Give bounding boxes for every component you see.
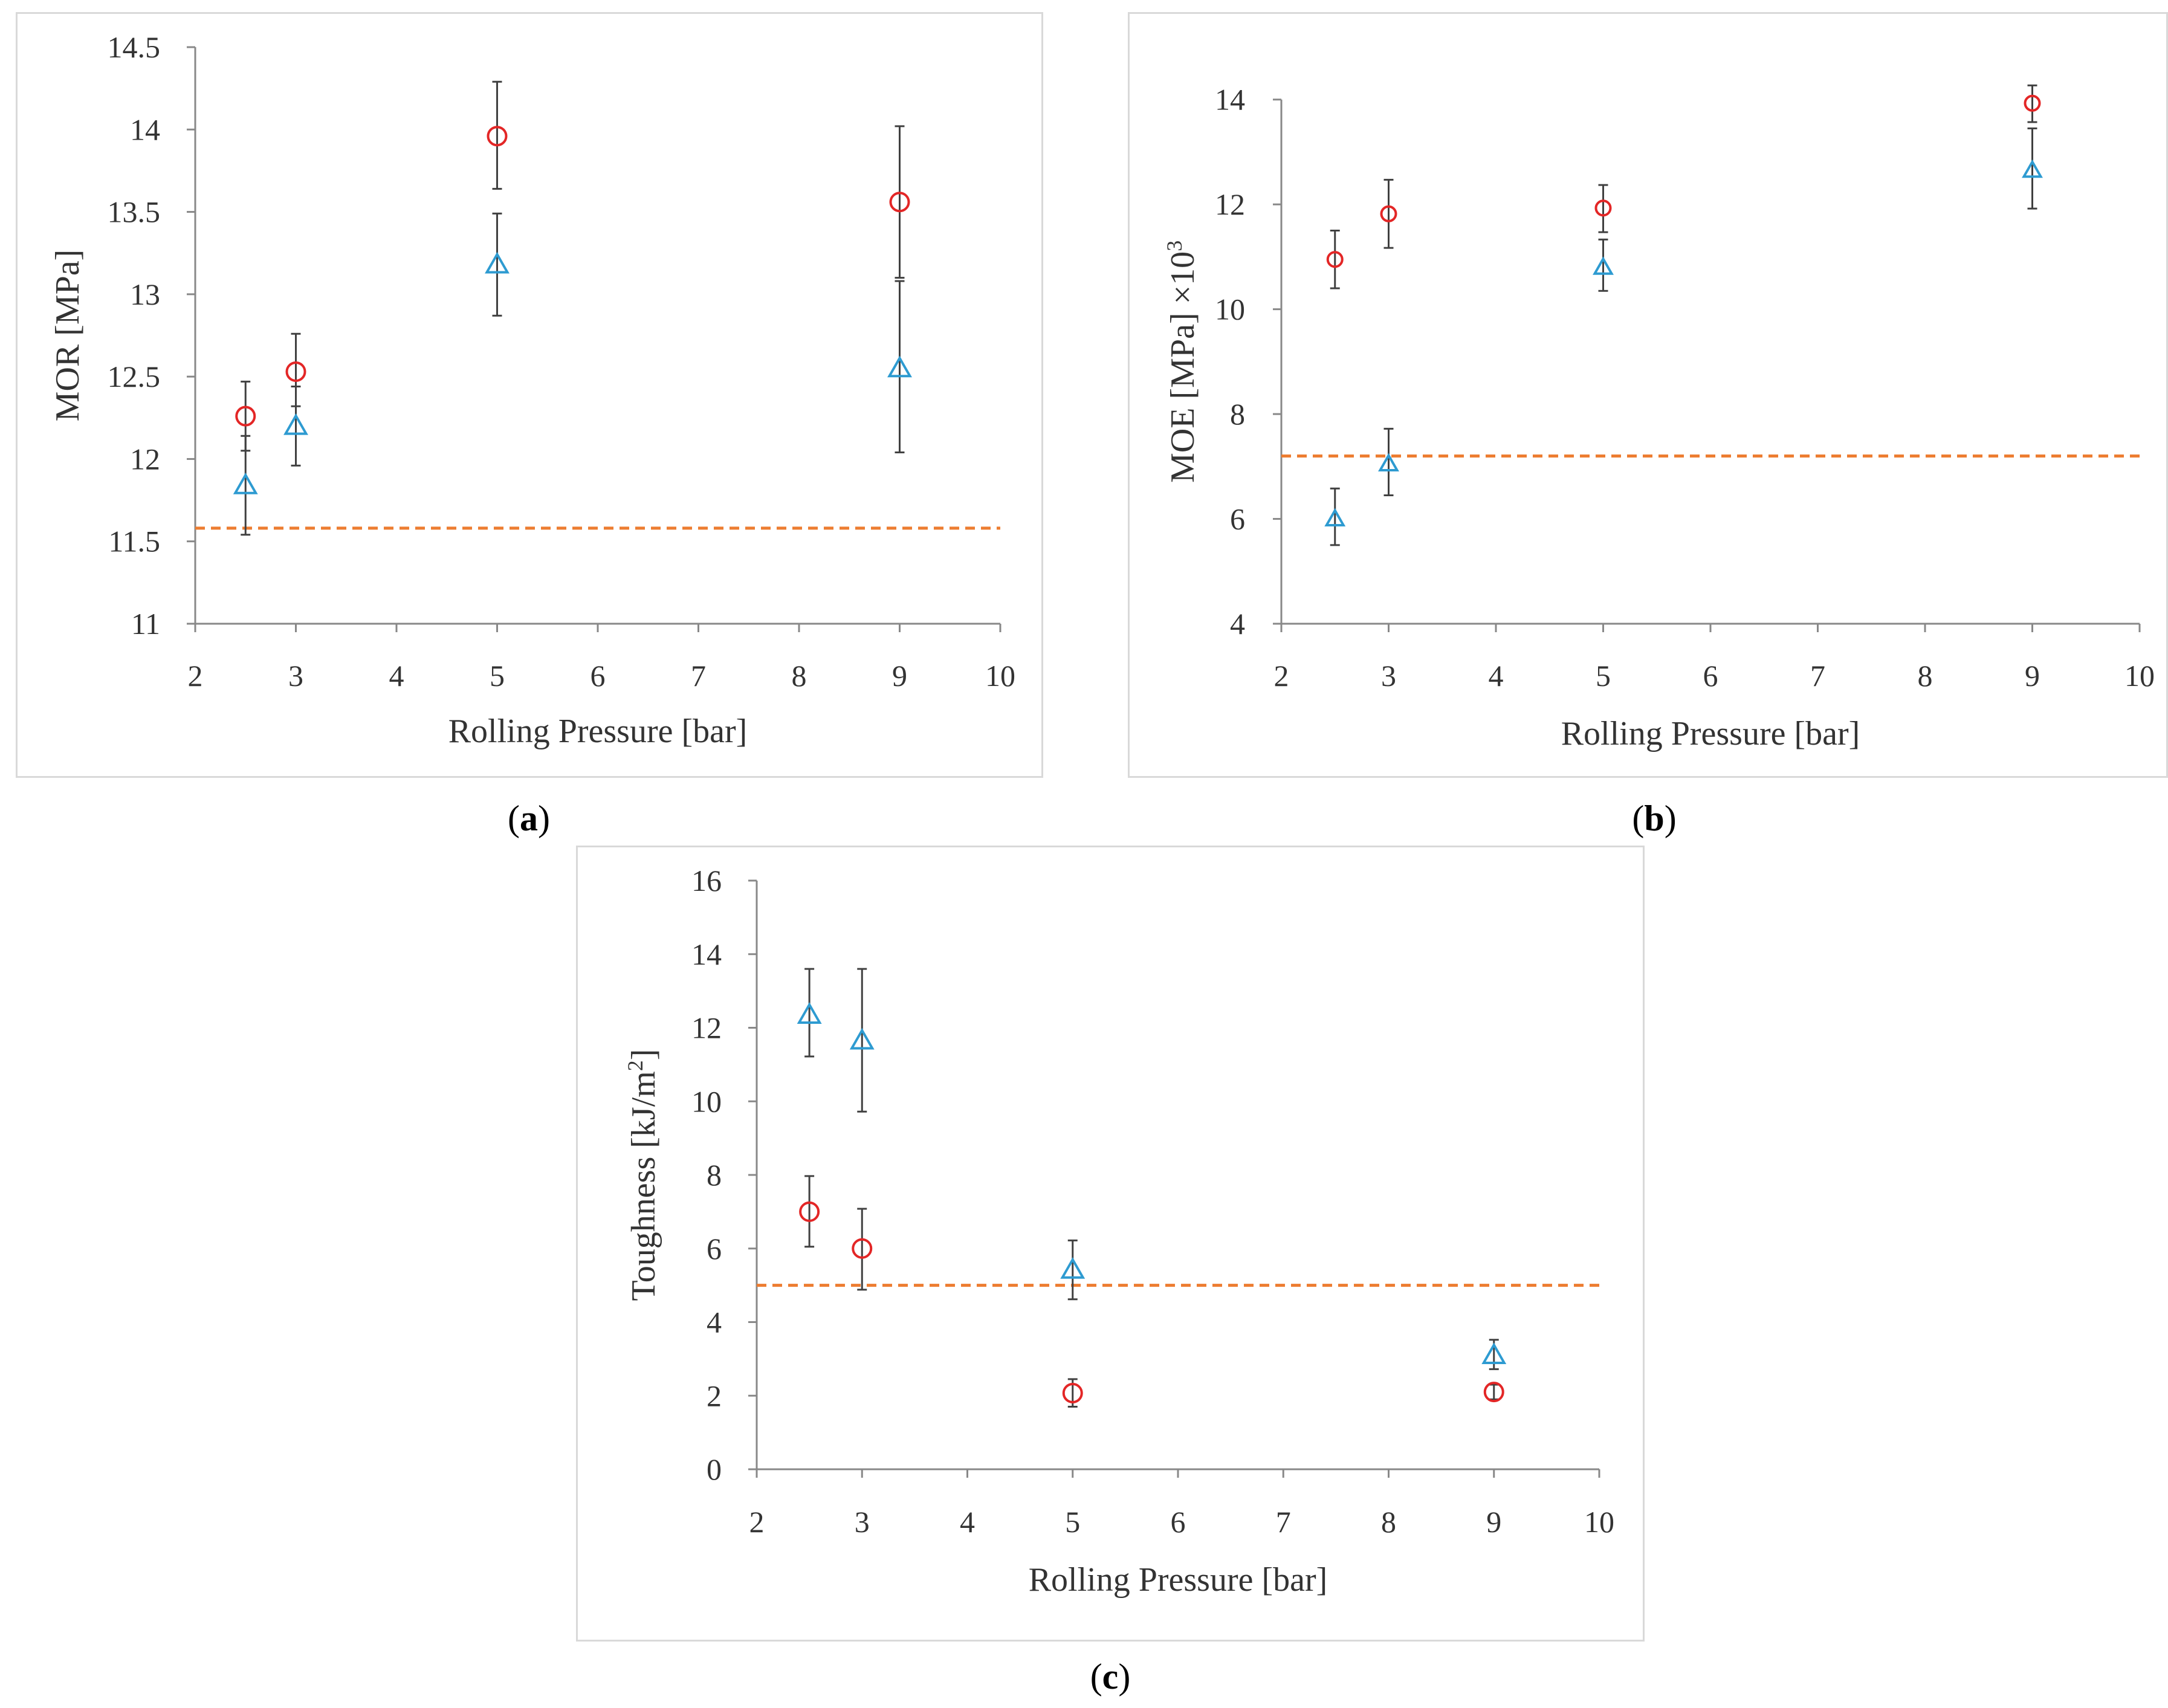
caption-a-letter: a [520,798,538,838]
panel-c-x-tick-label: 4 [960,1505,975,1539]
panel-a-y-axis-title-main: MOR [MPa] [49,250,86,422]
panel-b-x-tick-label: 5 [1596,659,1611,693]
panel-c-x-tick-label: 5 [1065,1505,1080,1539]
panel-b-circle-marker [2024,94,2041,112]
panel-c-triangle-marker [1481,1342,1507,1365]
panel-c-x-tick-label: 10 [1584,1505,1614,1539]
panel-b-y-tick-label: 14 [1215,83,1245,117]
panel-b-y-tick-label: 4 [1230,607,1245,641]
panel-a-y-tick-label: 11 [131,607,160,641]
panel-b-y-tick-label: 6 [1230,502,1245,536]
panel-a-triangle-marker [233,473,258,494]
panel-b-y-axis-title: MOE [MPa] ×103 [1162,241,1202,483]
panel-c-x-tick-label: 9 [1486,1505,1501,1539]
panel-a-frame [16,12,1043,778]
panel-a-y-tick-label: 13.5 [108,195,161,229]
panel-a-y-axis-title: MOR [MPa] [49,250,86,422]
panel-a-circle-marker [889,192,910,213]
panel-c-y-tick-label: 6 [707,1232,722,1266]
panel-b-y-axis-title-superscript: 3 [1162,241,1186,251]
panel-c-x-tick-label: 2 [749,1505,765,1539]
panel-c-y-tick-label: 12 [691,1011,722,1045]
panel-c-y-axis-title-main: Toughness [kJ/m [625,1071,662,1301]
panel-b-triangle-marker [2022,159,2043,178]
panel-a-x-tick-label: 3 [288,659,303,693]
panel-c-y-tick-label: 4 [707,1305,722,1339]
panel-a-triangle-marker [887,355,912,378]
panel-a-x-axis-title: Rolling Pressure [bar] [448,713,748,750]
caption-b-letter: b [1644,798,1665,838]
caption-a: (a) [508,798,550,838]
panel-a-y-tick-label: 12.5 [108,360,161,393]
caption-b: (b) [1632,798,1677,838]
caption-c: (c) [1090,1657,1131,1697]
panel-a-x-tick-label: 5 [490,659,505,693]
panel-b-y-tick-label: 8 [1230,397,1245,431]
panel-c-y-axis-title-suffix: ] [625,1049,662,1061]
panel-c-y-tick-label: 10 [691,1084,722,1118]
panel-c-x-axis-title: Rolling Pressure [bar] [1029,1561,1328,1599]
panel-c-y-tick-label: 14 [691,937,722,971]
panel-b-frame [1128,12,2168,778]
panel-b-triangle-marker [1378,453,1399,471]
panel-c-x-tick-label: 7 [1276,1505,1291,1539]
panel-b-x-tick-label: 2 [1274,659,1289,693]
panel-a-x-tick-label: 8 [792,659,807,693]
panel-a-y-tick-label: 13 [130,277,160,311]
panel-a-triangle-marker [485,251,510,274]
panel-c-triangle-marker [849,1027,875,1050]
panel-a-x-tick-label: 10 [985,659,1015,693]
panel-b-x-tick-label: 8 [1918,659,1933,693]
panel-a-x-tick-label: 7 [691,659,706,693]
panel-a-y-tick-label: 12 [130,442,160,476]
caption-c-letter: c [1102,1657,1119,1697]
panel-a-y-tick-label: 14.5 [108,30,161,64]
panel-c-circle-marker [1062,1382,1083,1403]
panel-a-x-tick-label: 2 [188,659,203,693]
panel-c-y-axis-title: Toughness [kJ/m2] [623,1049,662,1301]
panel-b-x-tick-label: 9 [2025,659,2040,693]
panel-b-x-tick-label: 10 [2124,659,2155,693]
panel-a-x-tick-label: 9 [892,659,907,693]
panel-b-y-axis-title-main: MOE [MPa] ×10 [1164,251,1202,483]
panel-c-y-tick-label: 8 [707,1158,722,1192]
panel-a-y-tick-label: 14 [130,112,160,146]
panel-b-x-tick-label: 3 [1381,659,1396,693]
panel-b-triangle-marker [1593,256,1614,275]
panel-c-y-axis-title-superscript: 2 [623,1060,647,1071]
panel-c-triangle-marker [1060,1257,1086,1279]
panel-a-x-tick-label: 6 [591,659,606,693]
panel-b-x-tick-label: 4 [1489,659,1504,693]
panel-c-y-tick-label: 2 [707,1379,722,1412]
panel-b-circle-marker [1380,205,1397,222]
panel-c-circle-marker [852,1238,873,1259]
panel-a-y-tick-label: 11.5 [108,525,160,558]
panel-a-x-tick-label: 4 [389,659,404,693]
panel-b-triangle-marker [1324,508,1346,527]
panel-b-x-tick-label: 6 [1703,659,1718,693]
panel-a-circle-marker [487,126,508,147]
panel-a-circle-marker [285,361,306,382]
panel-c-y-tick-label: 16 [691,864,722,898]
panel-a-circle-marker [235,406,256,427]
panel-c-x-tick-label: 8 [1381,1505,1396,1539]
panel-c-y-tick-label: 0 [707,1452,722,1486]
panel-b-y-tick-label: 10 [1215,293,1245,326]
panel-b-y-tick-label: 12 [1215,187,1245,221]
panel-b-circle-marker [1326,251,1344,268]
panel-c-x-tick-label: 3 [855,1505,870,1539]
panel-b-circle-marker [1594,199,1612,217]
panel-c-circle-marker [1483,1382,1504,1403]
panel-b-x-axis-title: Rolling Pressure [bar] [1561,715,1860,752]
panel-c-triangle-marker [797,1002,822,1024]
panel-b-x-tick-label: 7 [1810,659,1825,693]
panel-c-circle-marker [799,1201,820,1222]
panel-c-frame [576,846,1645,1642]
panel-a-triangle-marker [283,413,308,435]
panel-c-x-tick-label: 6 [1171,1505,1186,1539]
